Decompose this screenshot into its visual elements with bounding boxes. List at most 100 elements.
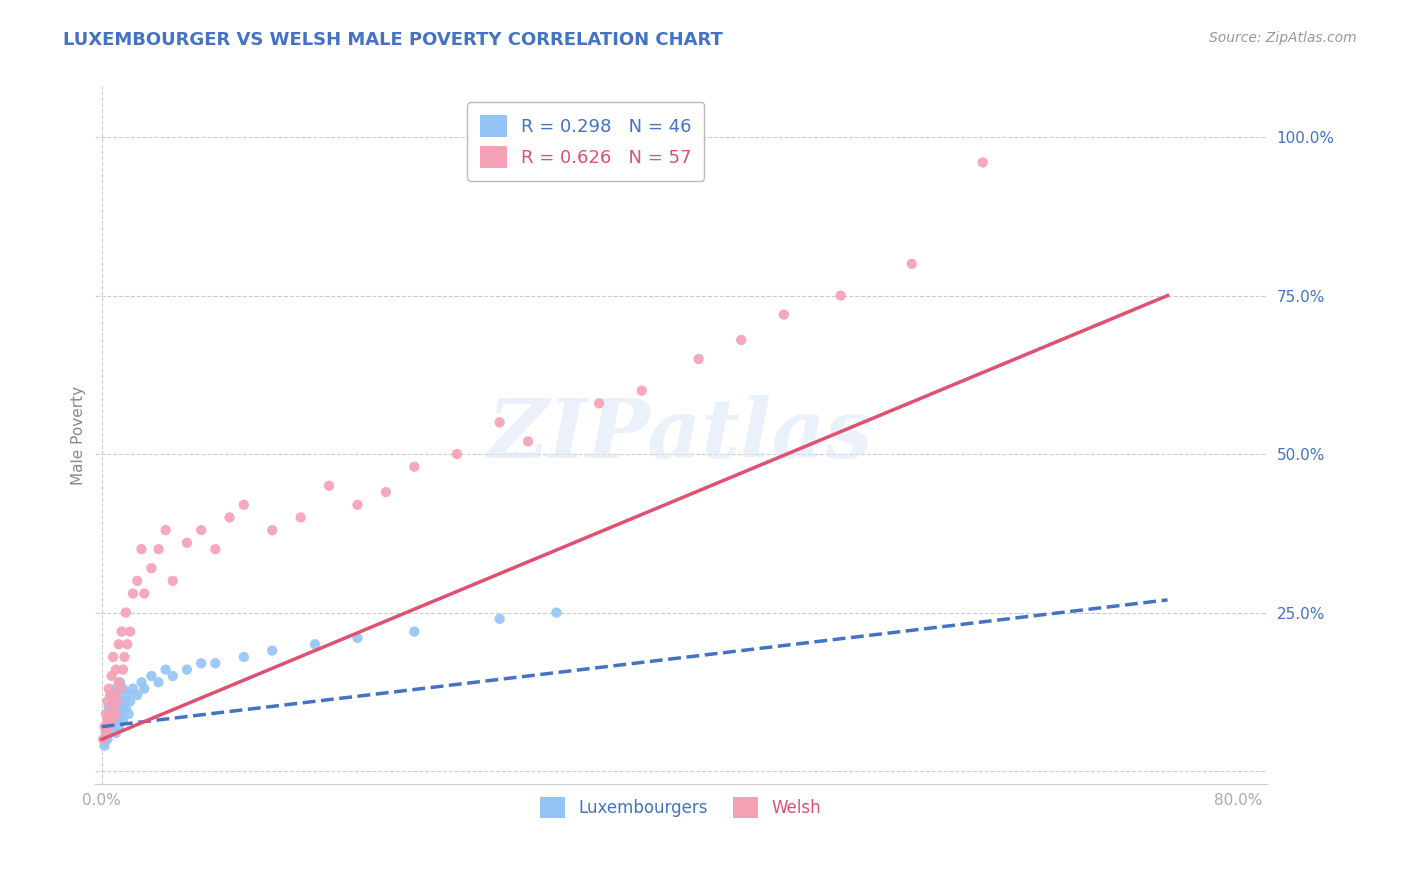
Point	[830, 288, 852, 302]
Point	[104, 706, 127, 721]
Point	[446, 447, 468, 461]
Point	[204, 657, 226, 671]
Point	[120, 694, 142, 708]
Point	[105, 714, 128, 728]
Point	[488, 416, 510, 430]
Point	[131, 542, 153, 557]
Point	[104, 726, 127, 740]
Point	[94, 706, 117, 721]
Point	[103, 688, 125, 702]
Point	[112, 694, 135, 708]
Point	[111, 663, 134, 677]
Point	[107, 637, 129, 651]
Point	[112, 649, 135, 664]
Point	[176, 536, 198, 550]
Point	[94, 726, 117, 740]
Point	[97, 700, 120, 714]
Point	[155, 523, 177, 537]
Point	[190, 657, 212, 671]
Point	[204, 542, 226, 557]
Point	[900, 257, 922, 271]
Point	[101, 700, 124, 714]
Point	[97, 714, 120, 728]
Point	[107, 694, 129, 708]
Point	[688, 351, 710, 366]
Point	[290, 510, 312, 524]
Point	[105, 688, 128, 702]
Point	[141, 669, 163, 683]
Point	[262, 523, 284, 537]
Point	[730, 333, 752, 347]
Point	[96, 714, 118, 728]
Point	[588, 396, 610, 410]
Point	[122, 586, 145, 600]
Point	[107, 675, 129, 690]
Point	[304, 637, 326, 651]
Point	[94, 726, 117, 740]
Point	[100, 714, 122, 728]
Point	[190, 523, 212, 537]
Point	[104, 706, 127, 721]
Point	[218, 510, 240, 524]
Point	[110, 624, 132, 639]
Point	[232, 649, 254, 664]
Point	[374, 485, 396, 500]
Point	[104, 681, 127, 696]
Point	[100, 706, 122, 721]
Point	[100, 669, 122, 683]
Text: LUXEMBOURGER VS WELSH MALE POVERTY CORRELATION CHART: LUXEMBOURGER VS WELSH MALE POVERTY CORRE…	[63, 31, 723, 49]
Point	[105, 694, 128, 708]
Point	[546, 606, 568, 620]
Point	[127, 688, 149, 702]
Point	[117, 688, 139, 702]
Point	[101, 649, 124, 664]
Point	[176, 663, 198, 677]
Point	[127, 574, 149, 588]
Point	[115, 606, 138, 620]
Point	[96, 694, 118, 708]
Point	[162, 574, 184, 588]
Point	[404, 459, 426, 474]
Point	[101, 714, 124, 728]
Point	[97, 720, 120, 734]
Point	[91, 732, 114, 747]
Point	[117, 637, 139, 651]
Point	[162, 669, 184, 683]
Point	[107, 720, 129, 734]
Point	[101, 694, 124, 708]
Point	[148, 542, 170, 557]
Point	[148, 675, 170, 690]
Point	[318, 479, 340, 493]
Point	[100, 688, 122, 702]
Point	[517, 434, 540, 449]
Point	[104, 663, 127, 677]
Point	[488, 612, 510, 626]
Point	[772, 308, 794, 322]
Point	[404, 624, 426, 639]
Point	[93, 739, 115, 753]
Point	[141, 561, 163, 575]
Point	[97, 681, 120, 696]
Point	[346, 631, 368, 645]
Point	[96, 732, 118, 747]
Point	[346, 498, 368, 512]
Point	[108, 681, 131, 696]
Point	[262, 643, 284, 657]
Point	[110, 700, 132, 714]
Point	[111, 714, 134, 728]
Point	[108, 675, 131, 690]
Text: ZIPatlas: ZIPatlas	[488, 395, 873, 475]
Point	[103, 700, 125, 714]
Point	[134, 586, 156, 600]
Y-axis label: Male Poverty: Male Poverty	[72, 385, 86, 484]
Point	[118, 706, 141, 721]
Point	[115, 700, 138, 714]
Point	[155, 663, 177, 677]
Point	[98, 720, 121, 734]
Point	[120, 624, 142, 639]
Text: Source: ZipAtlas.com: Source: ZipAtlas.com	[1209, 31, 1357, 45]
Point	[232, 498, 254, 512]
Point	[131, 675, 153, 690]
Point	[93, 720, 115, 734]
Point	[630, 384, 652, 398]
